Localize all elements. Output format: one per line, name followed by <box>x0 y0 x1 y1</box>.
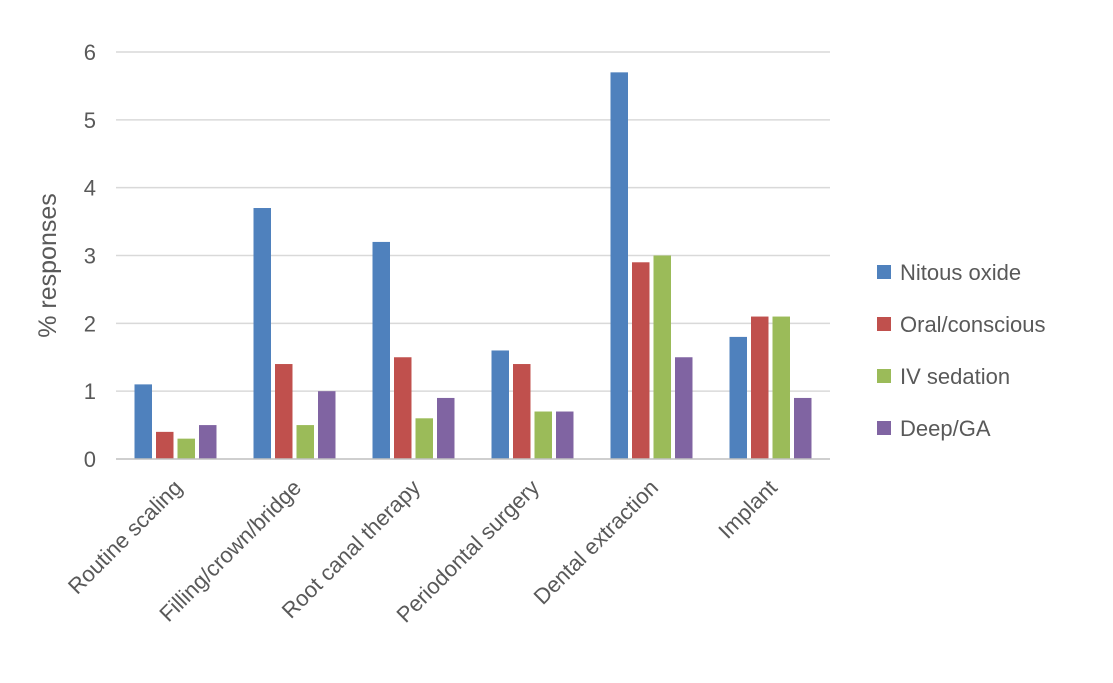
bar-deep-ga-0 <box>199 425 217 459</box>
legend-label: Deep/GA <box>900 416 991 441</box>
gridlines <box>116 51 830 392</box>
bar-oral-conscious-1 <box>275 364 293 459</box>
bar-nitous-oxide-2 <box>372 241 390 459</box>
bar-iv-sedation-0 <box>177 438 195 459</box>
x-category-label: Implant <box>713 475 782 544</box>
bar-oral-conscious-2 <box>394 357 412 459</box>
bar-oral-conscious-4 <box>632 262 650 459</box>
bar-nitous-oxide-3 <box>491 350 509 459</box>
y-tick-label: 5 <box>84 108 96 133</box>
bar-deep-ga-2 <box>437 397 455 459</box>
y-tick-label: 2 <box>84 311 96 336</box>
bar-iv-sedation-5 <box>772 316 790 459</box>
legend-label: Nitous oxide <box>900 260 1021 285</box>
legend-swatch <box>877 265 891 279</box>
legend-item: IV sedation <box>877 364 1010 389</box>
legend-label: IV sedation <box>900 364 1010 389</box>
bar-nitous-oxide-0 <box>134 384 152 459</box>
bars <box>134 72 812 459</box>
bar-deep-ga-3 <box>556 411 574 459</box>
bar-deep-ga-4 <box>675 357 693 459</box>
legend-swatch <box>877 369 891 383</box>
legend-swatch <box>877 421 891 435</box>
legend-swatch <box>877 317 891 331</box>
bar-nitous-oxide-4 <box>610 72 628 459</box>
legend: Nitous oxide Oral/conscious IV sedation Dee… <box>877 260 1046 441</box>
bar-nitous-oxide-5 <box>729 336 747 459</box>
legend-label: Oral/conscious <box>900 312 1046 337</box>
y-tick-label: 4 <box>84 176 96 201</box>
x-category-label: Dental extraction <box>529 475 663 609</box>
y-tick-label: 0 <box>84 447 96 472</box>
bar-deep-ga-5 <box>794 397 812 459</box>
y-tick-label: 1 <box>84 379 96 404</box>
legend-item: Nitous oxide <box>877 260 1021 285</box>
bar-oral-conscious-0 <box>156 431 174 459</box>
y-tick-label: 6 <box>84 40 96 65</box>
x-axis-categories: Routine scalingFilling/crown/bridgeRoot … <box>63 475 782 628</box>
bar-deep-ga-1 <box>318 391 336 459</box>
y-tick-label: 3 <box>84 244 96 269</box>
bar-oral-conscious-5 <box>751 316 769 459</box>
bar-iv-sedation-2 <box>415 418 433 459</box>
x-category-label: Routine scaling <box>63 475 187 599</box>
bar-nitous-oxide-1 <box>253 208 271 459</box>
y-axis-label: % responses <box>34 193 62 338</box>
bar-iv-sedation-1 <box>296 425 314 459</box>
legend-item: Deep/GA <box>877 416 991 441</box>
bar-iv-sedation-3 <box>534 411 552 459</box>
bar-iv-sedation-4 <box>653 255 671 459</box>
legend-item: Oral/conscious <box>877 312 1046 337</box>
y-axis-ticks: 0 1 2 3 4 5 6 <box>84 40 96 472</box>
bar-oral-conscious-3 <box>513 364 531 459</box>
